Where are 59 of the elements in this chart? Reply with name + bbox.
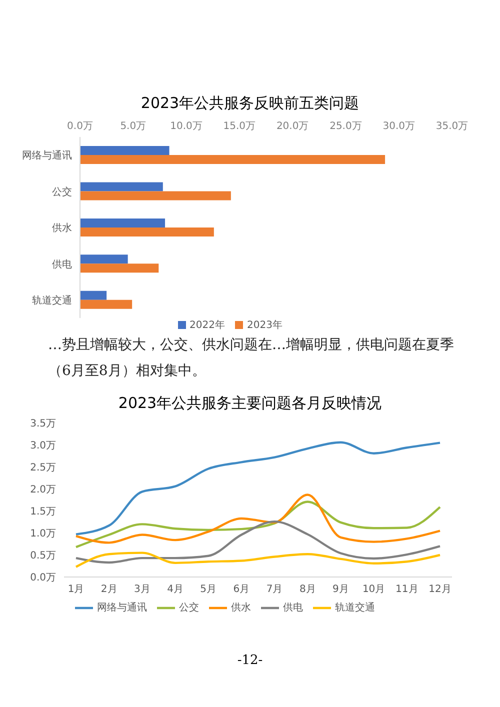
bar: [80, 300, 132, 309]
y-tick-label: 0.0万: [30, 572, 56, 584]
x-tick-label: 25.0万: [330, 121, 362, 132]
y-tick-label: 2.5万: [30, 462, 56, 474]
bar: [80, 264, 159, 273]
bar: [80, 191, 231, 200]
x-tick-label: 15.0万: [223, 121, 256, 132]
x-tick-label: 1月: [68, 584, 84, 596]
x-tick-label: 12月: [428, 584, 452, 596]
legend-label: 轨道交通: [335, 602, 375, 614]
y-tick-label: 公交: [52, 186, 72, 198]
line-series: [74, 500, 442, 548]
line-series: [74, 441, 442, 536]
x-tick-label: 4月: [167, 584, 184, 596]
bar: [80, 155, 386, 164]
y-tick-label: 轨道交通: [32, 294, 72, 306]
x-tick-label: 30.0万: [382, 121, 415, 132]
x-tick-label: 0.0万: [67, 121, 93, 132]
legend-label: 2023年: [247, 320, 282, 331]
y-tick-label: 网络与通讯: [22, 150, 72, 162]
bar: [80, 254, 128, 264]
text: -12-: [236, 653, 264, 668]
legend-label: 供电: [283, 602, 303, 614]
line-series: [74, 520, 442, 564]
legend-label: 网络与通讯: [97, 602, 147, 614]
chart-title: 2023年公共服务主要问题各月反映情况: [117, 394, 383, 413]
x-tick-label: 2月: [100, 584, 118, 596]
x-tick-label: 7月: [266, 584, 283, 596]
x-tick-label: 6月: [233, 584, 250, 596]
legend-label: 2022年: [190, 320, 225, 331]
y-tick-label: 1.0万: [30, 528, 56, 540]
text: …势且增幅较大，公交、供水问题在…增幅明显，供电问题在夏季（6月至8月）相对集中。: [47, 336, 455, 381]
line-series: [74, 494, 442, 544]
bar: [80, 182, 163, 192]
x-tick-label: 5月: [200, 584, 217, 596]
bar: [80, 290, 107, 300]
y-tick-label: 0.5万: [30, 550, 56, 562]
x-tick-label: 20.0万: [276, 121, 309, 132]
y-tick-label: 3.5万: [30, 418, 56, 430]
y-tick-label: 1.5万: [30, 506, 56, 518]
bar: [80, 146, 170, 156]
chart-title: 2023年公共服务反映前五类问题: [140, 94, 360, 113]
bar: [80, 227, 214, 236]
x-tick-label: 8月: [299, 584, 316, 596]
legend-label: 公交: [179, 602, 199, 614]
y-tick-label: 3.0万: [30, 440, 56, 452]
x-tick-label: 35.0万: [436, 121, 468, 132]
line-series: [74, 552, 442, 568]
y-tick-label: 供水: [52, 222, 72, 234]
y-tick-label: 2.0万: [30, 484, 56, 496]
x-tick-label: 3月: [134, 584, 150, 596]
bar: [80, 218, 166, 228]
legend-label: 供水: [231, 602, 251, 614]
x-tick-label: 10月: [362, 584, 386, 596]
y-tick-label: 供电: [52, 258, 72, 270]
x-tick-label: 10.0万: [170, 121, 202, 132]
x-tick-label: 5.0万: [120, 121, 146, 132]
x-tick-label: 9月: [332, 584, 349, 596]
x-tick-label: 11月: [396, 584, 418, 596]
